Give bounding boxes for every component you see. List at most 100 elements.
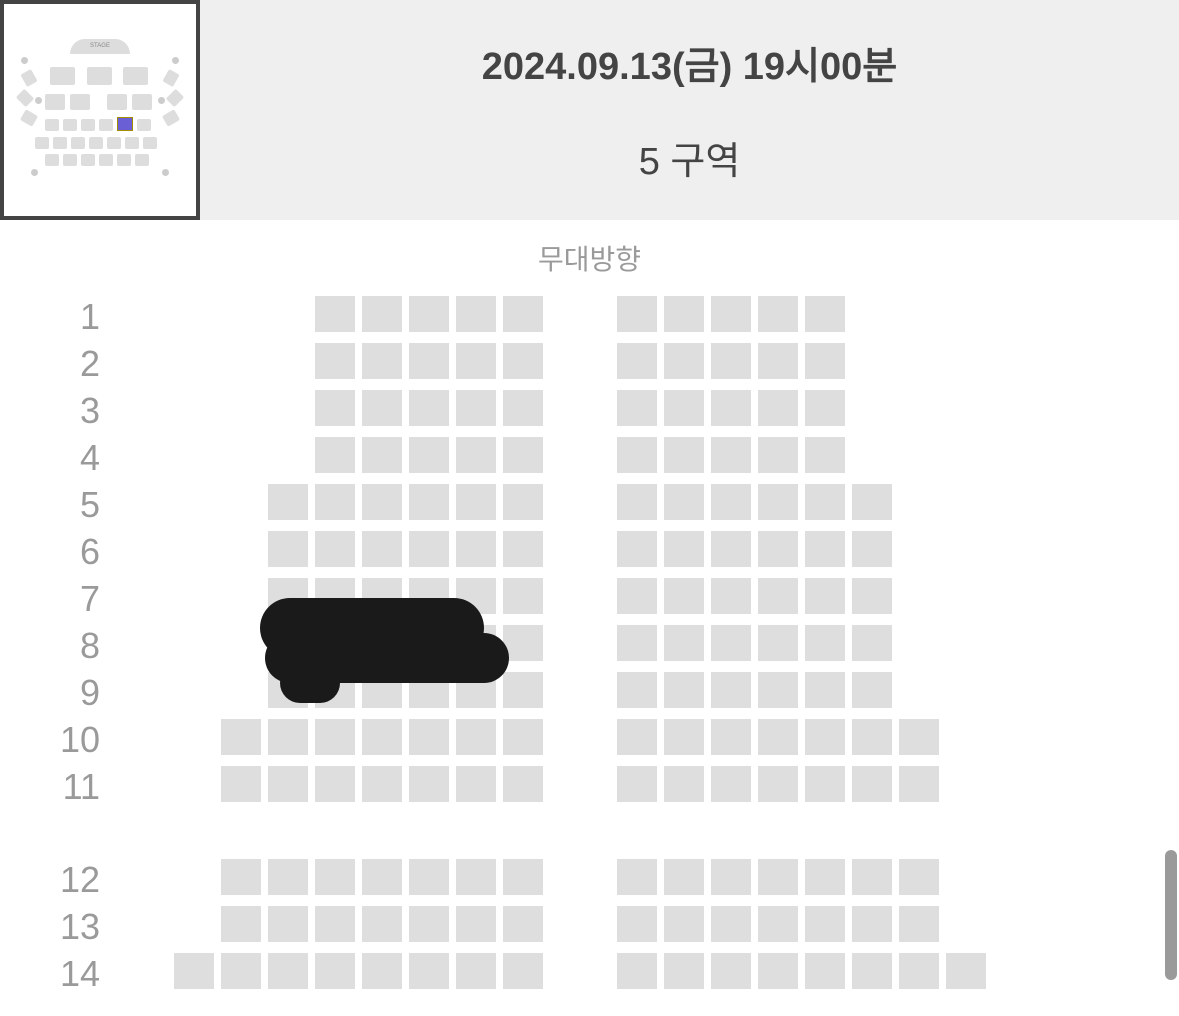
seat[interactable] [503, 390, 543, 426]
seat[interactable] [315, 437, 355, 473]
seat[interactable] [409, 766, 449, 802]
seat[interactable] [664, 578, 704, 614]
seat[interactable] [617, 719, 657, 755]
seat[interactable] [805, 625, 845, 661]
seat[interactable] [664, 296, 704, 332]
seat[interactable] [758, 531, 798, 567]
seat[interactable] [805, 296, 845, 332]
seat[interactable] [852, 625, 892, 661]
seat[interactable] [711, 906, 751, 942]
seat[interactable] [805, 578, 845, 614]
seat[interactable] [758, 625, 798, 661]
seat[interactable] [456, 719, 496, 755]
seat[interactable] [711, 343, 751, 379]
seat[interactable] [617, 906, 657, 942]
seat[interactable] [758, 906, 798, 942]
seat[interactable] [758, 766, 798, 802]
seat[interactable] [664, 953, 704, 989]
seat[interactable] [805, 437, 845, 473]
seat[interactable] [503, 437, 543, 473]
seat[interactable] [268, 906, 308, 942]
seat[interactable] [711, 625, 751, 661]
seat[interactable] [805, 531, 845, 567]
seat[interactable] [899, 859, 939, 895]
seat[interactable] [409, 859, 449, 895]
seat[interactable] [315, 953, 355, 989]
seat[interactable] [409, 437, 449, 473]
seat[interactable] [503, 578, 543, 614]
seat[interactable] [268, 484, 308, 520]
seat[interactable] [758, 859, 798, 895]
seat[interactable] [221, 906, 261, 942]
seat[interactable] [409, 296, 449, 332]
seat[interactable] [362, 484, 402, 520]
seat[interactable] [503, 906, 543, 942]
seat[interactable] [805, 719, 845, 755]
seat[interactable] [617, 625, 657, 661]
seat[interactable] [221, 859, 261, 895]
seat[interactable] [456, 390, 496, 426]
seat[interactable] [362, 390, 402, 426]
seat[interactable] [852, 578, 892, 614]
seat[interactable] [852, 953, 892, 989]
seat[interactable] [456, 953, 496, 989]
seat[interactable] [711, 859, 751, 895]
seat[interactable] [805, 390, 845, 426]
seat[interactable] [362, 906, 402, 942]
seat[interactable] [664, 906, 704, 942]
seat[interactable] [362, 296, 402, 332]
seat[interactable] [617, 531, 657, 567]
seat[interactable] [664, 766, 704, 802]
seat[interactable] [664, 625, 704, 661]
seat[interactable] [315, 906, 355, 942]
seat[interactable] [805, 906, 845, 942]
seat[interactable] [758, 484, 798, 520]
seat[interactable] [174, 953, 214, 989]
seat[interactable] [617, 437, 657, 473]
seat[interactable] [456, 484, 496, 520]
seat[interactable] [503, 953, 543, 989]
seat[interactable] [315, 296, 355, 332]
seat[interactable] [362, 531, 402, 567]
seat[interactable] [899, 906, 939, 942]
seat[interactable] [315, 484, 355, 520]
seat[interactable] [409, 343, 449, 379]
seat[interactable] [711, 578, 751, 614]
seat[interactable] [805, 343, 845, 379]
seat[interactable] [315, 719, 355, 755]
seat[interactable] [711, 953, 751, 989]
seat[interactable] [758, 953, 798, 989]
seat[interactable] [315, 390, 355, 426]
seat[interactable] [221, 766, 261, 802]
seat[interactable] [409, 390, 449, 426]
seat[interactable] [503, 766, 543, 802]
seat[interactable] [758, 578, 798, 614]
seat[interactable] [711, 437, 751, 473]
seat[interactable] [805, 953, 845, 989]
seat[interactable] [362, 719, 402, 755]
seat[interactable] [315, 531, 355, 567]
seat[interactable] [617, 343, 657, 379]
seat[interactable] [503, 296, 543, 332]
seat[interactable] [456, 766, 496, 802]
seat[interactable] [899, 953, 939, 989]
seat[interactable] [409, 484, 449, 520]
seat[interactable] [617, 484, 657, 520]
seat[interactable] [315, 766, 355, 802]
seat[interactable] [711, 484, 751, 520]
seat[interactable] [221, 719, 261, 755]
seat[interactable] [315, 859, 355, 895]
seat[interactable] [617, 672, 657, 708]
seat[interactable] [711, 672, 751, 708]
seat[interactable] [268, 766, 308, 802]
seat[interactable] [664, 390, 704, 426]
seat[interactable] [899, 719, 939, 755]
seat[interactable] [268, 531, 308, 567]
seat[interactable] [805, 859, 845, 895]
seat[interactable] [852, 484, 892, 520]
seat[interactable] [711, 390, 751, 426]
seat[interactable] [362, 953, 402, 989]
seat[interactable] [617, 859, 657, 895]
seat[interactable] [617, 953, 657, 989]
seat[interactable] [617, 766, 657, 802]
